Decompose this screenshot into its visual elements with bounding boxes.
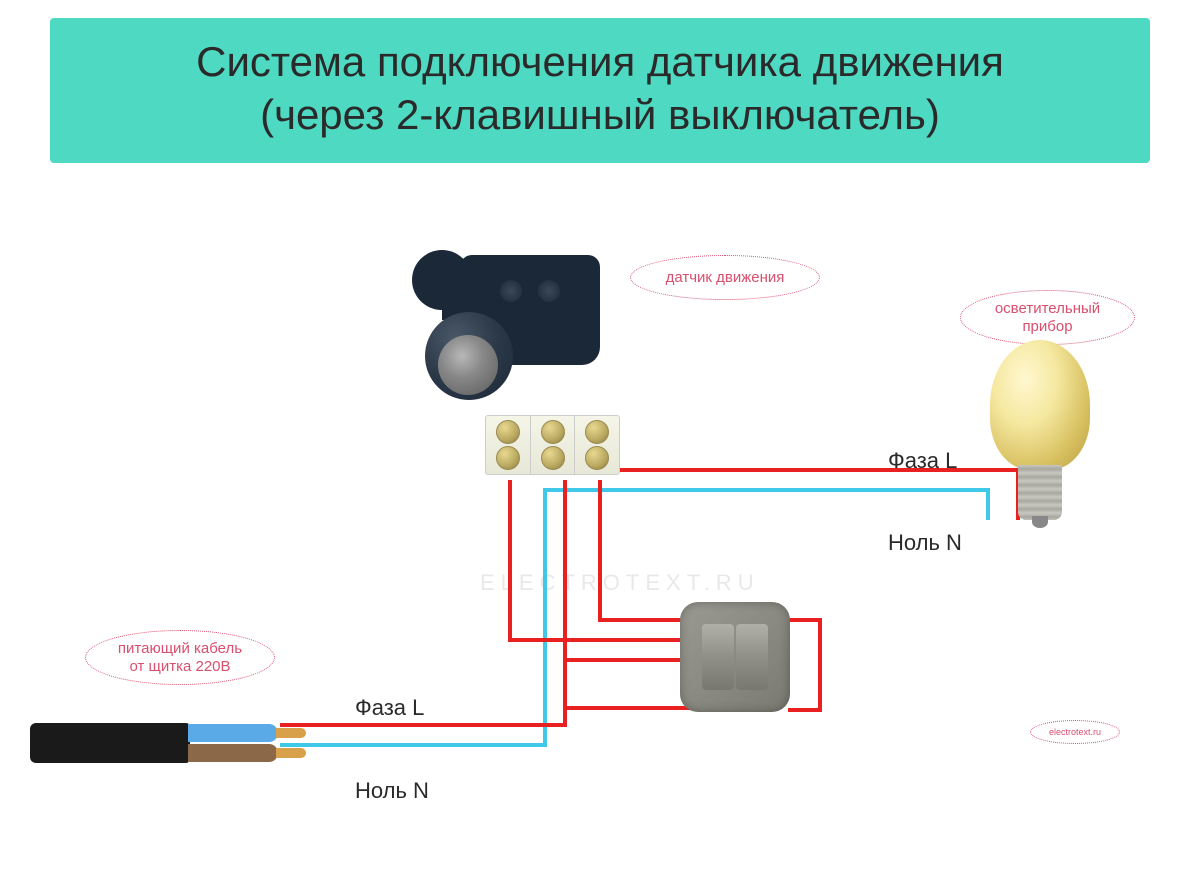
cable-tip-2 xyxy=(276,748,306,758)
label-cable-line1: питающий кабель xyxy=(118,640,242,658)
sensor-lens xyxy=(438,335,498,395)
cable-core-brown xyxy=(188,744,278,762)
terminal-2 xyxy=(531,416,576,474)
label-light-line1: осветительный xyxy=(995,300,1100,318)
wall-switch xyxy=(680,602,790,712)
switch-keys xyxy=(702,624,768,690)
terminal-block xyxy=(485,415,620,475)
cable-tip-1 xyxy=(276,728,306,738)
power-cable xyxy=(30,715,310,770)
bulb-tip xyxy=(1032,516,1048,528)
terminal-1 xyxy=(486,416,531,474)
switch-key-2 xyxy=(736,624,768,690)
sensor-dial-2 xyxy=(538,280,560,302)
label-motion-sensor-text: датчик движения xyxy=(666,269,785,287)
sensor-dial-1 xyxy=(500,280,522,302)
light-bulb xyxy=(980,340,1100,520)
wire-phase-in xyxy=(280,480,565,725)
cable-jacket xyxy=(30,723,190,763)
motion-sensor xyxy=(380,250,600,405)
cable-core-blue xyxy=(188,724,278,742)
wire-label-phase-bottom: Фаза L xyxy=(355,695,424,721)
label-light-line2: прибор xyxy=(1022,318,1072,336)
wire-sensor-out xyxy=(620,470,1018,520)
label-light-device: осветительный прибор xyxy=(960,290,1135,345)
terminal-3 xyxy=(575,416,619,474)
watermark: ELECTROTEXT.RU xyxy=(480,570,760,596)
title-line-1: Система подключения датчика движения xyxy=(70,36,1130,89)
label-power-cable: питающий кабель от щитка 220В xyxy=(85,630,275,685)
wire-label-phase-top: Фаза L xyxy=(888,448,957,474)
title-banner: Система подключения датчика движения (че… xyxy=(50,18,1150,163)
wire-label-neutral-bottom: Ноль N xyxy=(355,778,429,804)
label-motion-sensor: датчик движения xyxy=(630,255,820,300)
switch-key-1 xyxy=(702,624,734,690)
label-cable-line2: от щитка 220В xyxy=(129,658,230,676)
bulb-base xyxy=(1018,465,1062,520)
bulb-glass xyxy=(990,340,1090,470)
wire-label-neutral-top: Ноль N xyxy=(888,530,962,556)
title-line-2: (через 2-клавишный выключатель) xyxy=(70,89,1130,142)
watermark-small-text: electrotext.ru xyxy=(1049,727,1101,738)
label-watermark-small: electrotext.ru xyxy=(1030,720,1120,744)
